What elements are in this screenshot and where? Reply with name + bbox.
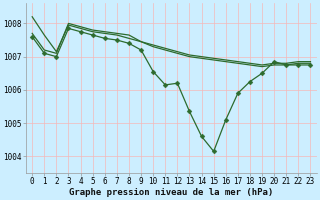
X-axis label: Graphe pression niveau de la mer (hPa): Graphe pression niveau de la mer (hPa) (69, 188, 274, 197)
